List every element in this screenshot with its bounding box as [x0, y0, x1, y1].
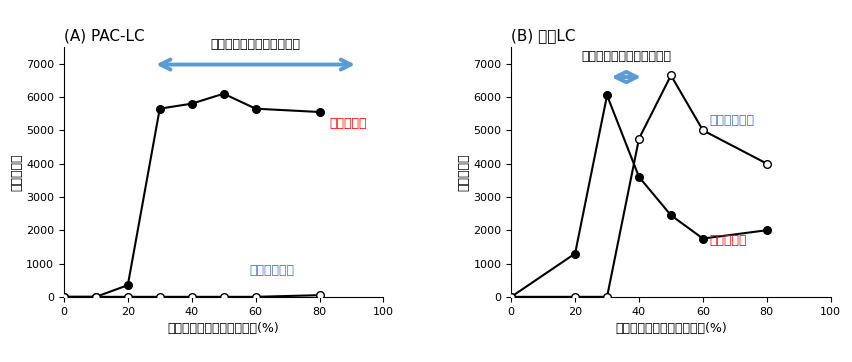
X-axis label: 試料中アセトニトリル含量(%): 試料中アセトニトリル含量(%)	[615, 322, 727, 335]
Text: (A) PAC-LC: (A) PAC-LC	[64, 28, 145, 43]
Text: 保持ピーク: 保持ピーク	[329, 117, 366, 130]
X-axis label: 試料中アセトニトリル含量(%): 試料中アセトニトリル含量(%)	[168, 322, 279, 335]
Y-axis label: ピーク面積: ピーク面積	[458, 153, 470, 191]
Text: 高精度の測定が可能な範囲: 高精度の測定が可能な範囲	[210, 38, 301, 51]
Text: 非保持ピーク: 非保持ピーク	[250, 264, 294, 277]
Text: (B) 標準LC: (B) 標準LC	[511, 28, 576, 43]
Y-axis label: ピーク面積: ピーク面積	[10, 153, 23, 191]
Text: 保持ピーク: 保持ピーク	[709, 233, 747, 247]
Text: 高精度の測定が可能な範囲: 高精度の測定が可能な範囲	[581, 50, 671, 63]
Text: 非保持ピーク: 非保持ピーク	[709, 114, 754, 127]
